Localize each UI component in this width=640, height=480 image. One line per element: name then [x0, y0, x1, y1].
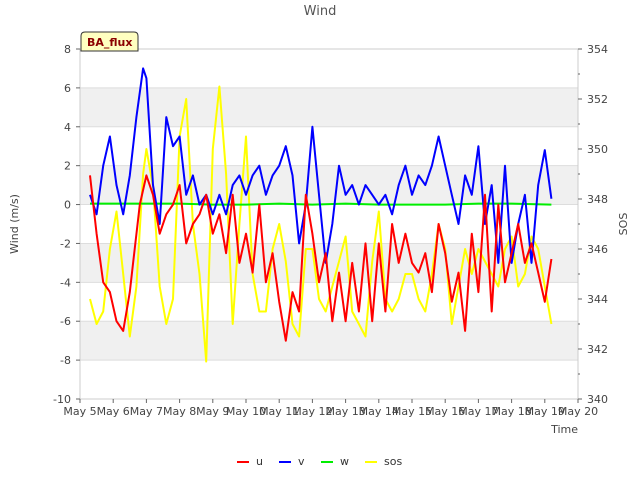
y-tick-label: -8: [60, 354, 71, 367]
y2-tick-label: 344: [587, 293, 608, 306]
y2-tick-label: 348: [587, 193, 608, 206]
legend: u v w sos: [237, 455, 402, 468]
x-tick-label: May 19: [525, 405, 565, 418]
y-tick-label: -4: [60, 276, 71, 289]
series-line-v: [89, 67, 553, 264]
y-tick-label: 2: [64, 160, 71, 173]
y2-tick-label: 354: [587, 43, 608, 56]
series-line-u: [89, 174, 553, 342]
x-tick-label: May 18: [491, 405, 531, 418]
legend-label-u: u: [256, 455, 263, 468]
plot-bands: [80, 49, 578, 400]
x-tick-label: May 12: [292, 405, 332, 418]
y-tick-label: -2: [60, 237, 71, 250]
y-axis-left: -10 -8 -6 -4 -2 0 2 4 6 8: [53, 43, 80, 406]
x-tick-label: May 5: [63, 405, 96, 418]
grid-band: [80, 321, 578, 361]
x-tick-label: May 20: [558, 405, 598, 418]
x-tick-label: May 6: [97, 405, 130, 418]
badge-box: [80, 31, 139, 52]
y-axis-label: Wind (m/s): [8, 194, 21, 254]
chart-title: Wind: [304, 4, 337, 19]
x-tick-label: May 15: [392, 405, 432, 418]
y-axis-right: 340 342 344 346 348 350 352 354: [578, 43, 608, 406]
grid-band: [80, 360, 578, 399]
grid-band: [80, 126, 578, 166]
y-tick-label: 0: [64, 199, 71, 212]
y-tick-label: 4: [64, 121, 71, 134]
y2-tick-label: 340: [587, 393, 608, 406]
y-tick-label: 6: [64, 82, 71, 95]
y2-axis-label: SOS: [617, 213, 630, 236]
series-line-w: [90, 202, 552, 206]
y-tick-label: -6: [60, 315, 71, 328]
badge-label: BA_flux: [87, 36, 132, 49]
series-lines: [89, 67, 553, 363]
series-line-sos: [89, 85, 553, 363]
x-axis-label: Time: [550, 423, 578, 436]
y-tick-label: -10: [53, 393, 71, 406]
x-tick-label: May 8: [163, 405, 196, 418]
x-tick-label: May 16: [425, 405, 465, 418]
legend-label-v: v: [298, 455, 305, 468]
x-tick-label: May 7: [130, 405, 163, 418]
legend-label-w: w: [340, 455, 349, 468]
x-tick-label: May 10: [226, 405, 266, 418]
x-tick-label: May 17: [458, 405, 498, 418]
x-tick-label: May 14: [359, 405, 399, 418]
x-tick-label: May 13: [325, 405, 365, 418]
grid-band: [80, 87, 578, 127]
x-tick-label: May 9: [196, 405, 229, 418]
grid-band: [80, 49, 578, 88]
y2-tick-label: 346: [587, 243, 608, 256]
y-tick-label: 8: [64, 43, 71, 56]
y2-tick-label: 342: [587, 343, 608, 356]
legend-label-sos: sos: [384, 455, 402, 468]
x-tick-label: May 11: [259, 405, 299, 418]
y2-tick-label: 350: [587, 143, 608, 156]
y2-tick-label: 352: [587, 93, 608, 106]
badge: BA_flux: [80, 31, 139, 52]
